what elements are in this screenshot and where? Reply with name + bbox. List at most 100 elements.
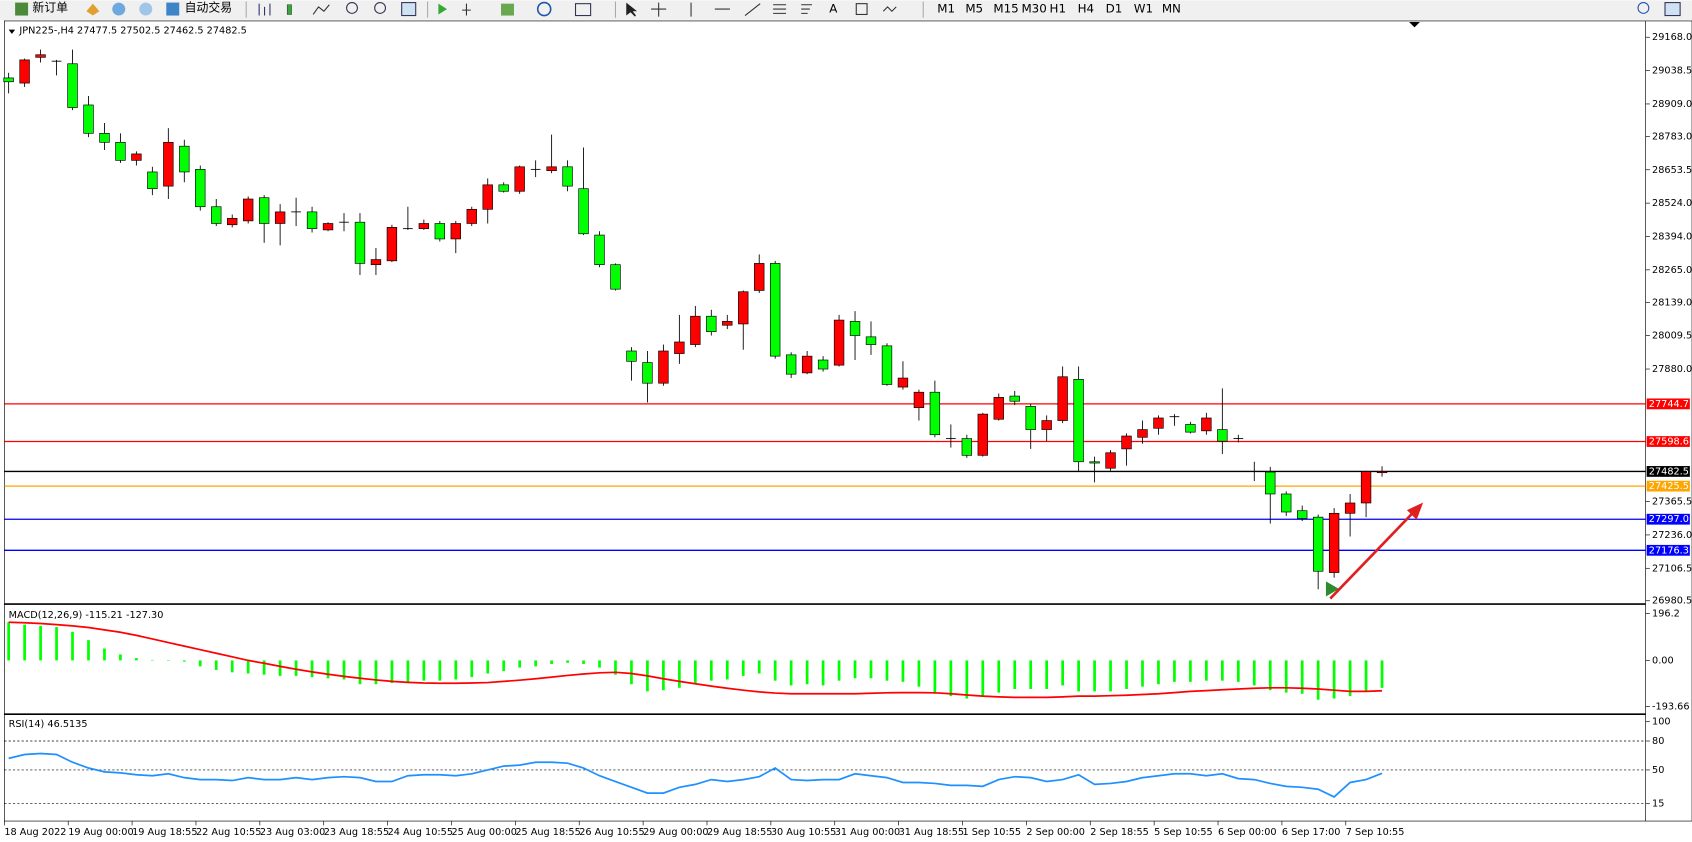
templates-icon[interactable] — [574, 3, 592, 17]
candle-body — [578, 188, 589, 235]
scroll-icon[interactable] — [438, 3, 448, 15]
toolbar-icon[interactable] — [86, 3, 100, 16]
candle-body — [658, 350, 669, 384]
tile-icon[interactable] — [401, 2, 417, 17]
channel-icon[interactable] — [773, 4, 787, 14]
timeframe-button[interactable]: M30 — [1021, 2, 1046, 16]
price-level-tag — [1646, 513, 1690, 525]
timeframe-button[interactable]: D1 — [1106, 2, 1123, 16]
candle-body — [498, 184, 509, 192]
candle-body — [179, 145, 190, 173]
x-tick-label: 23 Aug 03:00 — [260, 827, 325, 838]
candle-body — [211, 206, 222, 224]
search-icon[interactable] — [1637, 2, 1650, 14]
timeframe-button[interactable]: W1 — [1134, 2, 1153, 16]
x-tick-label: 30 Aug 10:55 — [771, 827, 836, 838]
candle-body — [243, 198, 254, 222]
chart-frame — [3, 20, 1692, 822]
line-icon[interactable] — [312, 4, 330, 15]
timeframe-button[interactable]: M5 — [965, 2, 983, 16]
candle-body — [115, 142, 126, 161]
new-order-button[interactable]: 新订单 — [32, 0, 68, 14]
candle-body — [482, 184, 493, 210]
rsi-line — [8, 752, 1383, 798]
x-tick-label: 2 Sep 00:00 — [1026, 827, 1085, 838]
label-tool[interactable] — [855, 3, 868, 16]
candle-body — [1089, 461, 1100, 464]
timeframe-button[interactable]: M1 — [937, 2, 955, 16]
timeframe-button[interactable]: H4 — [1078, 2, 1094, 16]
auto-trading-icon[interactable] — [166, 2, 180, 16]
text-tool[interactable]: A — [829, 2, 838, 16]
candle-body — [1281, 493, 1292, 513]
candle-body — [913, 391, 925, 408]
arrows-tool[interactable] — [882, 6, 897, 12]
candle-body — [274, 211, 286, 224]
candle-body — [306, 211, 318, 229]
timeframe-button[interactable]: H1 — [1050, 2, 1066, 16]
candle-body — [434, 223, 446, 240]
x-tick-label: 19 Aug 18:55 — [132, 827, 197, 838]
y-tick-label: 28009.5 — [1652, 331, 1692, 342]
candle-body — [354, 221, 366, 264]
candle-body — [1344, 502, 1356, 514]
candle-body — [370, 259, 382, 266]
cursor-icon[interactable] — [626, 2, 638, 17]
x-tick-label: 25 Aug 18:55 — [515, 827, 580, 838]
x-tick-label: 23 Aug 18:55 — [324, 827, 389, 838]
x-tick-label: 29 Aug 18:55 — [707, 827, 772, 838]
y-tick-label: 28783.0 — [1652, 131, 1692, 142]
timeframe-button[interactable]: MN — [1162, 2, 1181, 16]
toolbar-icon[interactable] — [112, 2, 126, 16]
toolbar-icon[interactable] — [139, 2, 153, 16]
timeframe-button[interactable]: M15 — [993, 2, 1018, 16]
candle-body — [1376, 471, 1388, 474]
candle-body — [738, 291, 749, 325]
candle-body — [1073, 379, 1084, 463]
price-level-label: 27482.5 — [1649, 466, 1689, 477]
zoom-out-icon[interactable] — [374, 2, 387, 14]
y-tick-label: 196.2 — [1652, 609, 1680, 620]
auto-trading-button[interactable]: 自动交易 — [185, 0, 232, 14]
candle-body — [131, 153, 142, 161]
candle-body — [466, 208, 477, 224]
y-tick-label: 28909.0 — [1652, 99, 1692, 110]
candle-body — [67, 63, 78, 108]
candle-body — [833, 319, 845, 366]
candle-body — [817, 359, 829, 370]
candle-body — [322, 223, 334, 231]
candle-body — [546, 166, 557, 171]
candle-body — [690, 315, 701, 345]
candle-icon[interactable] — [286, 4, 292, 15]
candle-body — [83, 104, 94, 134]
candle-body — [1025, 406, 1036, 430]
y-tick-label: 100 — [1652, 717, 1671, 728]
candle-body — [754, 263, 765, 291]
x-tick-label: 18 Aug 2022 — [4, 827, 66, 838]
candle-body — [1153, 417, 1164, 429]
crosshair-icon[interactable] — [651, 2, 667, 17]
y-tick-label: 28394.0 — [1652, 232, 1692, 243]
x-tick-label: 6 Sep 00:00 — [1218, 827, 1277, 838]
new-order-icon[interactable] — [15, 2, 29, 16]
account-icon[interactable] — [1664, 2, 1681, 17]
symbol-menu-arrow[interactable] — [8, 29, 16, 34]
line-tools[interactable] — [690, 2, 761, 17]
shift-icon[interactable] — [462, 3, 471, 16]
periods-icon[interactable] — [536, 1, 552, 17]
price-level-label: 27176.3 — [1649, 545, 1689, 556]
candle-body — [1185, 424, 1196, 433]
y-tick-label: 26980.5 — [1652, 596, 1692, 607]
candle-body — [801, 355, 813, 374]
y-tick-label: 27365.5 — [1652, 497, 1692, 508]
fibo-icon[interactable] — [801, 4, 812, 14]
candle-body — [418, 223, 430, 229]
zoom-in-icon[interactable] — [346, 2, 358, 14]
candle-body — [19, 59, 30, 84]
bar-chart-icon[interactable] — [258, 3, 271, 16]
buy-signal-marker — [1325, 581, 1339, 597]
indicators-icon[interactable] — [501, 3, 514, 16]
y-tick-label: 28524.0 — [1652, 198, 1692, 209]
